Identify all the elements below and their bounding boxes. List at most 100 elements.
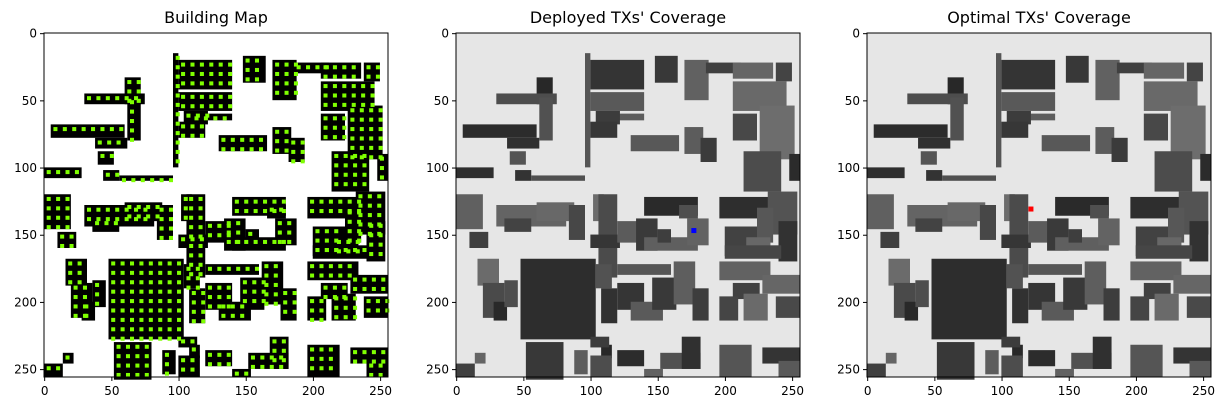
edge-marker xyxy=(120,336,125,341)
edge-marker xyxy=(111,308,116,313)
edge-marker xyxy=(358,231,363,236)
edge-marker xyxy=(60,243,65,248)
edge-marker xyxy=(350,117,355,122)
building-block xyxy=(1095,127,1115,154)
edge-marker xyxy=(125,354,130,359)
edge-marker xyxy=(370,93,375,98)
edge-marker xyxy=(375,308,380,313)
building-block xyxy=(1189,221,1209,262)
building-block xyxy=(590,336,610,348)
edge-marker xyxy=(342,84,347,89)
edge-marker xyxy=(244,371,249,376)
building-block xyxy=(617,264,671,275)
edge-marker xyxy=(342,135,347,140)
edge-marker xyxy=(281,199,286,204)
edge-marker xyxy=(105,217,110,222)
edge-marker xyxy=(269,207,274,212)
edge-marker xyxy=(144,372,149,377)
building-block xyxy=(108,258,184,340)
edge-marker xyxy=(207,266,212,271)
building-block xyxy=(345,207,362,243)
building-block xyxy=(867,363,886,377)
edge-marker xyxy=(261,289,266,294)
edge-marker xyxy=(155,214,160,219)
edge-marker xyxy=(378,223,383,228)
edge-marker xyxy=(275,139,280,144)
edge-marker xyxy=(244,209,249,214)
edge-marker xyxy=(91,127,96,132)
edge-marker xyxy=(73,285,78,290)
edge-marker xyxy=(369,372,374,377)
edge-marker xyxy=(68,280,73,285)
edge-marker xyxy=(127,98,132,103)
edge-marker xyxy=(199,133,204,138)
edge-marker xyxy=(362,153,367,158)
edge-marker xyxy=(248,231,253,236)
edge-marker xyxy=(310,347,315,352)
edge-marker xyxy=(293,81,298,86)
building-block xyxy=(1111,137,1128,162)
building-block xyxy=(347,105,383,160)
edge-marker xyxy=(324,238,329,243)
edge-marker xyxy=(82,285,87,290)
edge-marker xyxy=(343,248,348,253)
edge-marker xyxy=(124,96,129,101)
edge-marker xyxy=(319,209,324,214)
edge-marker xyxy=(124,217,129,222)
edge-marker xyxy=(245,266,250,271)
edge-marker xyxy=(148,280,153,285)
edge-marker xyxy=(242,280,247,285)
edge-marker xyxy=(190,339,195,344)
edge-marker xyxy=(334,305,339,310)
edge-marker xyxy=(226,233,231,238)
edge-marker xyxy=(371,359,376,364)
building-block xyxy=(880,231,900,248)
edge-marker xyxy=(275,62,280,67)
building-block xyxy=(568,205,585,240)
edge-marker xyxy=(353,248,358,253)
building-block xyxy=(1006,264,1023,289)
edge-marker xyxy=(82,295,87,300)
edge-marker xyxy=(87,217,92,222)
edge-marker xyxy=(53,127,58,132)
building-block xyxy=(1098,218,1120,246)
edge-marker xyxy=(181,237,186,242)
edge-marker xyxy=(346,239,351,244)
edge-marker xyxy=(130,308,135,313)
edge-marker xyxy=(168,235,173,240)
building-block xyxy=(673,261,696,305)
edge-marker xyxy=(130,317,135,322)
edge-marker xyxy=(181,104,186,109)
building-block xyxy=(603,113,645,121)
edge-marker xyxy=(207,295,212,300)
edge-marker xyxy=(46,366,51,371)
edge-marker xyxy=(56,366,61,371)
edge-marker xyxy=(250,364,255,369)
y-tick-label: 50 xyxy=(22,94,37,108)
edge-marker xyxy=(353,172,358,177)
edge-marker xyxy=(191,319,196,324)
edge-marker xyxy=(148,308,153,313)
edge-marker xyxy=(343,296,348,301)
edge-marker xyxy=(254,77,259,82)
building-block xyxy=(1170,105,1206,160)
edge-marker xyxy=(319,308,324,313)
edge-marker xyxy=(332,84,337,89)
edge-marker xyxy=(134,96,139,101)
edge-marker xyxy=(350,127,355,132)
edge-marker xyxy=(357,229,362,234)
edge-marker xyxy=(366,65,371,70)
x-tick-label: 100 xyxy=(168,384,191,398)
edge-marker xyxy=(328,347,333,352)
building-block xyxy=(1186,296,1211,318)
y-tick-label: 100 xyxy=(837,161,860,175)
building-block xyxy=(1154,151,1193,192)
edge-marker xyxy=(65,170,70,175)
edge-marker xyxy=(334,248,339,253)
edge-marker xyxy=(221,304,226,309)
edge-marker xyxy=(181,133,186,138)
edge-marker xyxy=(228,62,233,67)
edge-marker xyxy=(175,65,180,70)
edge-marker xyxy=(207,362,212,367)
